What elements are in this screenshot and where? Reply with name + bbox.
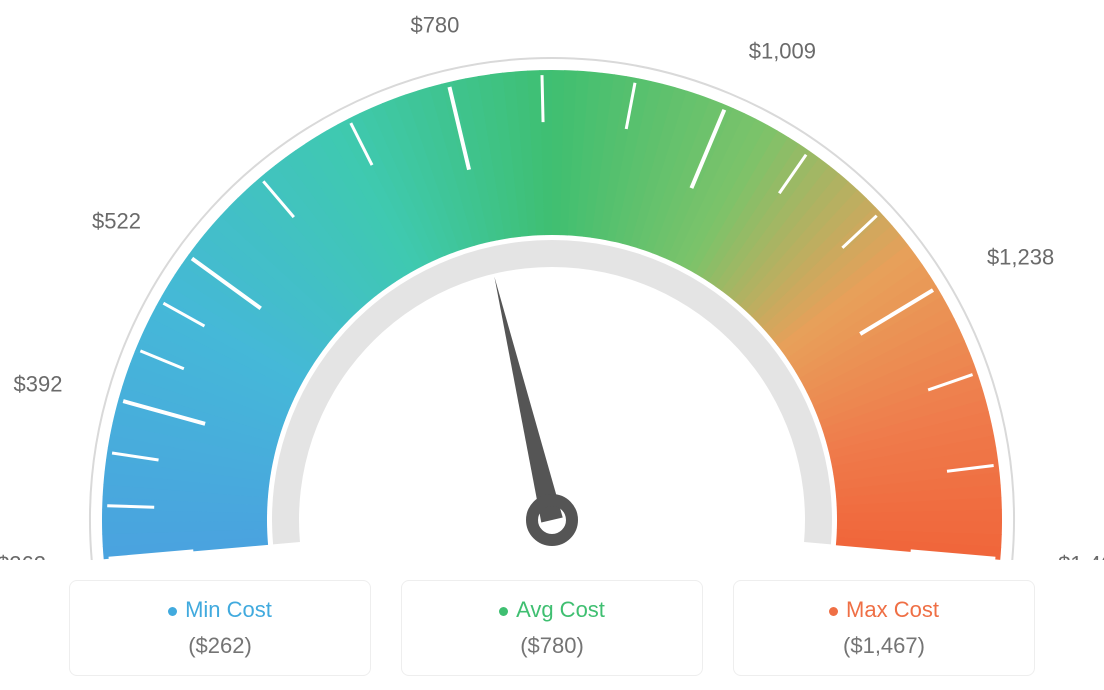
legend-title-text: Avg Cost: [516, 597, 605, 622]
legend-dot-max-icon: [829, 607, 838, 616]
legend-title-text: Max Cost: [846, 597, 939, 622]
gauge-chart: $262 $392 $522 $780 $1,009 $1,238 $1,467: [0, 0, 1104, 560]
gauge-tick-label: $780: [410, 13, 459, 38]
legend-value-avg: ($780): [402, 633, 702, 659]
gauge-needle: [494, 277, 562, 523]
gauge-minor-tick: [542, 75, 543, 122]
gauge-tick-label: $1,009: [749, 39, 816, 64]
cost-gauge-widget: $262 $392 $522 $780 $1,009 $1,238 $1,467 Min C…: [0, 0, 1104, 690]
legend-title-max: Max Cost: [734, 597, 1034, 623]
legend-row: Min Cost ($262) Avg Cost ($780) Max Cost ($1,…: [0, 580, 1104, 676]
legend-title-avg: Avg Cost: [402, 597, 702, 623]
gauge-tick-label: $522: [92, 208, 141, 233]
legend-title-min: Min Cost: [70, 597, 370, 623]
legend-value-max: ($1,467): [734, 633, 1034, 659]
gauge-minor-tick: [107, 506, 154, 508]
legend-card-min: Min Cost ($262): [69, 580, 371, 676]
legend-value-min: ($262): [70, 633, 370, 659]
gauge-tick-label: $392: [14, 371, 63, 396]
legend-dot-avg-icon: [499, 607, 508, 616]
gauge-tick-label: $1,238: [987, 245, 1054, 270]
gauge-svg: $262 $392 $522 $780 $1,009 $1,238 $1,467: [0, 0, 1104, 560]
gauge-tick-label: $1,467: [1058, 551, 1104, 560]
legend-dot-min-icon: [168, 607, 177, 616]
legend-card-max: Max Cost ($1,467): [733, 580, 1035, 676]
legend-title-text: Min Cost: [185, 597, 272, 622]
gauge-tick-label: $262: [0, 551, 46, 560]
legend-card-avg: Avg Cost ($780): [401, 580, 703, 676]
